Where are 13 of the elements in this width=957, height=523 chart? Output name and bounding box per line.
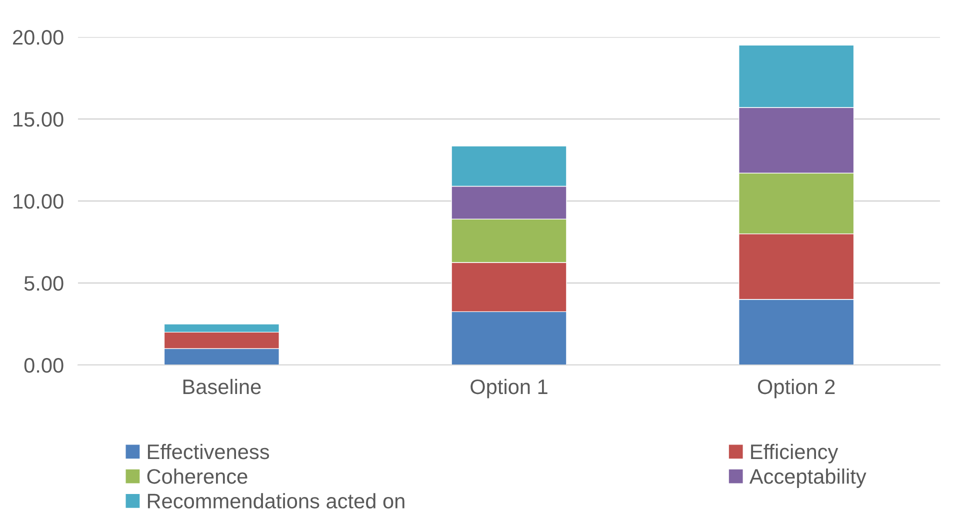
legend-label: Coherence <box>147 468 248 484</box>
legend-label: Efficiency <box>751 444 838 464</box>
y-tick-label: 15.00 <box>14 112 64 127</box>
legend-label: Effectiveness <box>148 444 270 460</box>
x-tick-label: Option 2 <box>758 378 835 398</box>
y-tick-label: 0.00 <box>24 358 64 373</box>
x-tick-label: Baseline <box>183 378 261 394</box>
y-tick-label: 5.00 <box>24 276 64 291</box>
y-tick-label: 10.00 <box>14 194 64 209</box>
y-tick-label: 20.00 <box>13 30 64 45</box>
legend-label: Recommendations acted on <box>148 493 404 508</box>
x-tick-label: Option 1 <box>470 378 548 398</box>
legend-label: Acceptability <box>749 468 866 488</box>
